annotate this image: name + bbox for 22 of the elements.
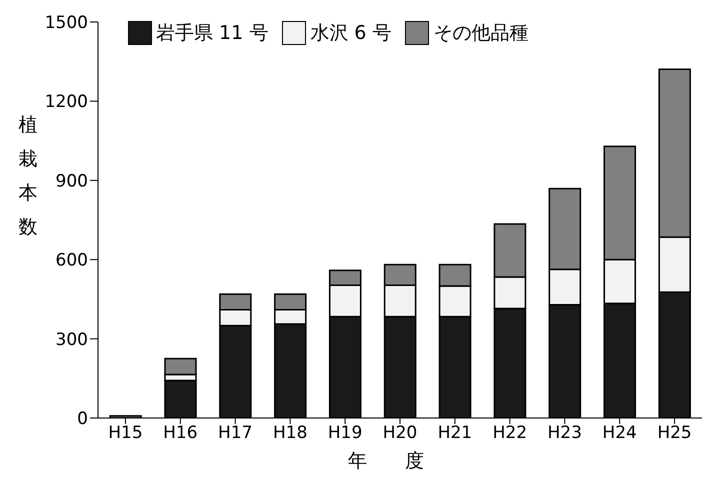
y-tick-label: 1500 (44, 13, 88, 34)
x-tick-label: H20 (382, 423, 418, 444)
y-tick-label: 900 (56, 171, 88, 192)
y-tick-label: 600 (56, 250, 88, 271)
y-tick-label: 0 (77, 409, 88, 430)
legend-label: 岩手県 11 号 (156, 21, 268, 46)
x-tick-label: H17 (218, 423, 252, 444)
y-tick-label: 1200 (44, 92, 88, 112)
x-tick-label: H16 (163, 423, 198, 444)
y-axis-title: 植栽本数 (18, 113, 38, 240)
x-tick-label: H18 (272, 423, 308, 444)
legend-label: 水沢 6 号 (310, 21, 392, 46)
x-tick-label: H22 (492, 423, 528, 444)
legend-label: その他品種 (433, 21, 528, 46)
x-tick-label: H15 (108, 423, 143, 444)
x-tick-label: H19 (328, 423, 362, 444)
x-tick-label: H24 (602, 423, 637, 444)
x-tick-label: H21 (438, 423, 472, 444)
x-tick-label: H23 (548, 423, 582, 444)
x-tick-label: H25 (657, 423, 692, 444)
x-axis-title: 年 度 (348, 449, 424, 474)
y-tick-label: 300 (56, 330, 88, 350)
